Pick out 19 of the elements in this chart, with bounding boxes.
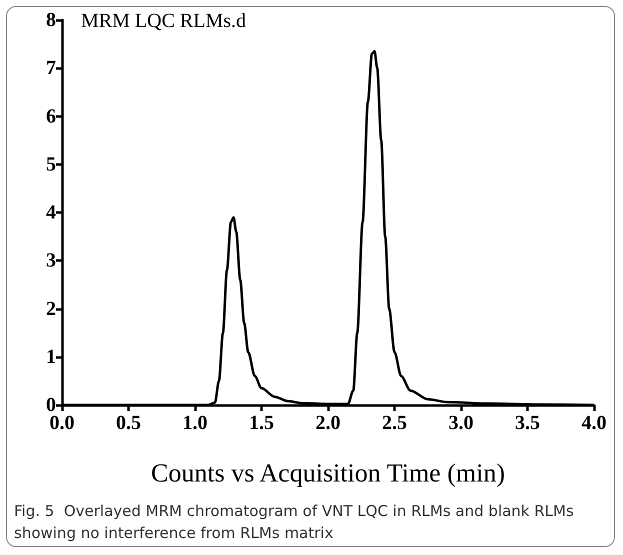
x-tick-label: 4.0 <box>582 412 606 434</box>
chart-title: MRM LQC RLMs.d <box>81 10 246 32</box>
caption: Fig. 5 Overlayed MRM chromatogram of VNT LQC in RLMs and blank RLMs showing no interference from RLMs matrix <box>14 502 579 542</box>
x-tick-label: 1.5 <box>249 412 274 434</box>
x-tick-label: 3.0 <box>448 412 474 434</box>
y-tick-label: 2 <box>46 298 56 320</box>
y-tick-label: 4 <box>46 202 56 224</box>
y-tick-label: 7 <box>46 57 56 80</box>
y-tick-label: 1 <box>46 346 56 368</box>
y-tick-label: 6 <box>46 105 56 128</box>
y-tick-label: 5 <box>46 153 56 176</box>
y-tick-label: 8 <box>46 9 56 31</box>
x-tick-label: 2.5 <box>382 412 407 434</box>
x-tick-label: 3.5 <box>515 412 540 434</box>
x-tick-label: 0.5 <box>116 412 141 434</box>
x-tick-label: 1.0 <box>182 412 208 434</box>
x-axis-title: Counts vs Acquisition Time (min) <box>151 458 505 488</box>
y-tick-label: 3 <box>46 250 56 272</box>
x-tick-label: 2.0 <box>316 412 340 434</box>
